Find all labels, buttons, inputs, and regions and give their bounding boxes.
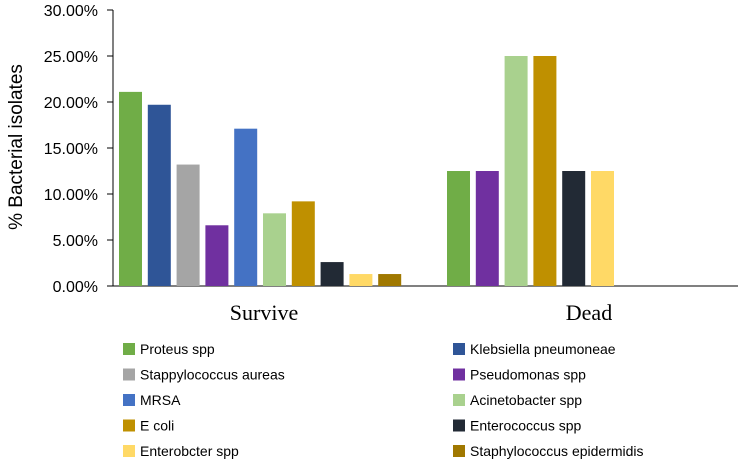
bar-mrsa-survive [234, 128, 258, 286]
bar-acinetobacter-spp-survive [263, 213, 286, 286]
y-tick-label: 15.00% [44, 141, 98, 158]
legend-swatch-e-coli [123, 419, 135, 432]
legend-swatch-acinetobacter-spp [453, 394, 465, 406]
bar-acinetobacter-spp-dead [504, 56, 528, 286]
legend-label-acinetobacter-spp: Acinetobacter spp [470, 392, 582, 408]
legend: Proteus spp Klebsiella pneumoneae Stappylo… [123, 341, 644, 459]
legend-swatch-staphylococcus-epidermidis [453, 445, 465, 457]
legend-label-proteus-spp: Proteus spp [140, 341, 215, 357]
y-tick-label: 25.00% [44, 49, 98, 66]
legend-label-mrsa: MRSA [140, 392, 181, 408]
category-label-survive: Survive [230, 300, 298, 325]
bar-e-coli-dead [533, 56, 557, 286]
bar-proteus-spp-dead [447, 171, 470, 286]
bar-pseudomonas-spp-dead [475, 171, 499, 286]
legend-swatch-mrsa [123, 394, 135, 406]
legend-label-e-coli: E coli [140, 418, 174, 434]
category-label-dead: Dead [566, 300, 612, 325]
bar-enterobcter-spp-dead [591, 171, 614, 286]
bar-proteus-spp-survive [119, 91, 142, 286]
legend-swatch-enterobcter-spp [123, 445, 135, 457]
y-axis-ticks: 0.00% 5.00% 10.00% 15.00% 20.00% 25.00% 30.00% [44, 3, 113, 296]
legend-swatch-pseudomonas-spp [453, 368, 465, 381]
legend-label-enterococcus-spp: Enterococcus spp [470, 418, 581, 434]
legend-swatch-stappylococcus-aureas [123, 368, 135, 381]
bar-e-coli-survive [291, 201, 315, 286]
legend-swatch-klebsiella-pneumoneae [453, 343, 465, 355]
y-axis-title: % Bacterial isolates [6, 64, 27, 230]
y-tick-label: 0.00% [53, 279, 98, 296]
y-tick-label: 10.00% [44, 187, 98, 204]
legend-label-klebsiella-pneumoneae: Klebsiella pneumoneae [470, 341, 616, 357]
bar-enterococcus-spp-survive [320, 262, 344, 286]
y-tick-label: 30.00% [44, 3, 98, 20]
bar-staphylococcus-epidermidis-survive [378, 274, 402, 286]
bar-enterobcter-spp-survive [349, 274, 373, 286]
y-tick-label: 5.00% [53, 233, 98, 250]
category-labels: Survive Dead [230, 300, 612, 325]
legend-label-pseudomonas-spp: Pseudomonas spp [470, 367, 586, 383]
legend-label-stappylococcus-aureas: Stappylococcus aureas [140, 367, 285, 383]
bar-series-group [119, 56, 614, 286]
legend-swatch-proteus-spp [123, 343, 135, 355]
y-tick-label: 20.00% [44, 95, 98, 112]
bar-pseudomonas-spp-survive [205, 225, 229, 286]
bar-enterococcus-spp-dead [562, 171, 586, 286]
legend-label-enterobcter-spp: Enterobcter spp [140, 443, 239, 459]
bar-stappylococcus-aureas-survive [176, 164, 200, 286]
bar-klebsiella-pneumoneae-survive [147, 104, 171, 286]
legend-swatch-enterococcus-spp [453, 419, 465, 432]
legend-label-staphylococcus-epidermidis: Staphylococcus epidermidis [470, 443, 644, 459]
